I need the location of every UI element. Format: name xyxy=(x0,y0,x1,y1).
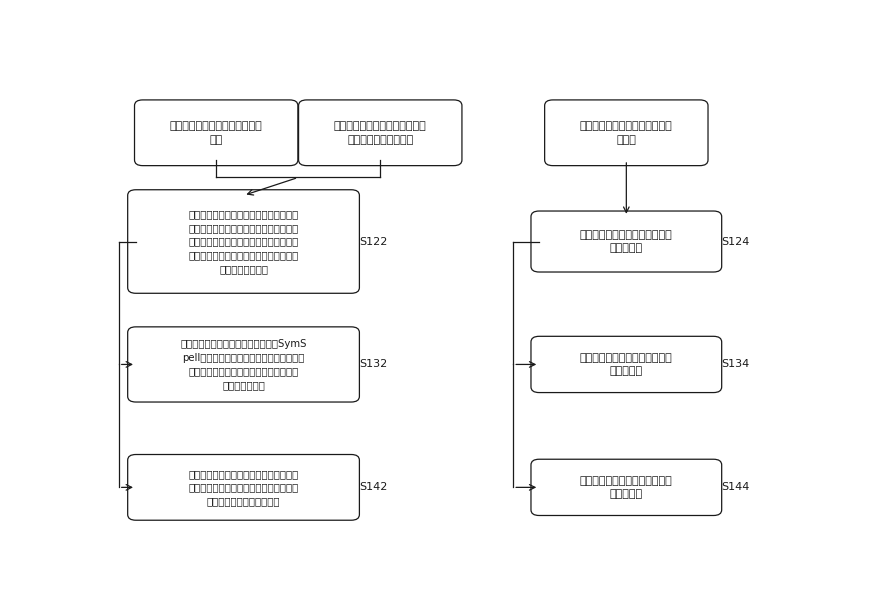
Text: S134: S134 xyxy=(721,359,750,370)
Text: 当一个问题答案对为问题答案文
本对: 当一个问题答案对为问题答案文 本对 xyxy=(170,121,263,144)
Text: 将问题答案文本对中的答案文本采用SymS
pell方法检测错别字的个数，并计算出错别
字占比，根据错别字占比计算得到问题答
案对的第二得分: 将问题答案文本对中的答案文本采用SymS pell方法检测错别字的个数，并计算出… xyxy=(180,339,307,390)
Text: S124: S124 xyxy=(721,236,750,246)
Text: S122: S122 xyxy=(359,236,388,246)
FancyBboxPatch shape xyxy=(531,211,721,272)
FancyBboxPatch shape xyxy=(545,100,708,166)
Text: S142: S142 xyxy=(359,483,388,492)
Text: S144: S144 xyxy=(721,483,750,492)
Text: 采用第二预设值记为问题答案对
的第二得分: 采用第二预设值记为问题答案对 的第二得分 xyxy=(580,352,673,376)
Text: 采用第一预设值作为问题答案对
的第一得分: 采用第一预设值作为问题答案对 的第一得分 xyxy=(580,230,673,254)
FancyBboxPatch shape xyxy=(531,459,721,516)
FancyBboxPatch shape xyxy=(135,100,298,166)
Text: 采用第三预设值作为问题答案对
的第三得分: 采用第三预设值作为问题答案对 的第三得分 xyxy=(580,476,673,499)
Text: 将问题答案文本对输入文本特征提取模型
得到问题文本的特征向量与答案文本的特
征向量，并将问题文本的特征向量与答案
文本的特征向量进行内积计算，得到问题
答案对的: 将问题答案文本对输入文本特征提取模型 得到问题文本的特征向量与答案文本的特 征向… xyxy=(189,209,299,274)
Text: S132: S132 xyxy=(359,359,388,370)
FancyBboxPatch shape xyxy=(128,190,359,293)
Text: 当一个问题答案对为问题答案图
像对时: 当一个问题答案对为问题答案图 像对时 xyxy=(580,121,673,144)
Text: 采用预设长度来对答案文本的长度进行分
段，根据分段结果对答案文本进行评分，
得到问题答案对的第三得分: 采用预设长度来对答案文本的长度进行分 段，根据分段结果对答案文本进行评分， 得到… xyxy=(189,468,299,506)
FancyBboxPatch shape xyxy=(128,454,359,520)
FancyBboxPatch shape xyxy=(128,327,359,402)
FancyBboxPatch shape xyxy=(299,100,462,166)
FancyBboxPatch shape xyxy=(531,336,721,392)
Text: 当一个问题答案对问题答案文本
对和问题答案图像对时: 当一个问题答案对问题答案文本 对和问题答案图像对时 xyxy=(334,121,427,144)
